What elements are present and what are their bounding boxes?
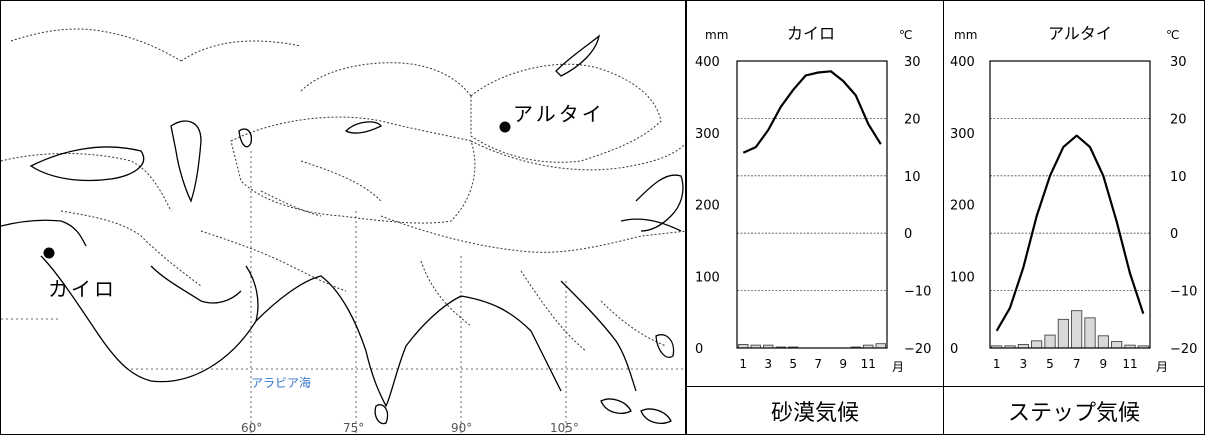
right-tick-label: −10 bbox=[1170, 285, 1197, 300]
plot-frame bbox=[989, 60, 1151, 349]
month-tick-label: 7 bbox=[1073, 357, 1081, 371]
left-tick-label: 400 bbox=[695, 55, 720, 70]
country-borders bbox=[1, 28, 685, 352]
left-tick-label: 100 bbox=[950, 270, 975, 285]
right-tick-label: 20 bbox=[904, 112, 921, 127]
right-tick-label: 30 bbox=[904, 55, 921, 70]
left-tick-label: 200 bbox=[695, 199, 720, 214]
asia-map-panel: アルタイ カイロ アラビア海 60° 75° 90° 105° bbox=[0, 0, 686, 435]
precipitation-bar bbox=[1057, 318, 1069, 349]
month-tick-label: 3 bbox=[764, 357, 772, 371]
left-axis-unit: mm bbox=[954, 28, 977, 42]
left-tick-label: 300 bbox=[695, 127, 720, 142]
right-tick-label: −20 bbox=[1170, 342, 1197, 357]
right-tick-label: −20 bbox=[904, 342, 931, 357]
right-tick-label: 20 bbox=[1170, 112, 1187, 127]
month-axis-unit: 月 bbox=[892, 360, 904, 374]
precipitation-bar bbox=[1031, 340, 1043, 349]
longitude-label-75: 75° bbox=[343, 421, 365, 435]
left-tick-label: 200 bbox=[950, 199, 975, 214]
month-tick-label: 9 bbox=[839, 357, 847, 371]
month-tick-label: 3 bbox=[1020, 357, 1028, 371]
graticule-lines bbox=[1, 151, 685, 434]
map-label-arabian-sea: アラビア海 bbox=[251, 376, 312, 390]
month-tick-label: 11 bbox=[1122, 357, 1137, 371]
precipitation-bar bbox=[1111, 341, 1123, 349]
right-tick-label: 0 bbox=[1170, 227, 1178, 242]
month-tick-label: 1 bbox=[993, 357, 1001, 371]
right-tick-label: 10 bbox=[1170, 170, 1187, 185]
longitude-label-105: 105° bbox=[550, 421, 579, 435]
altai-climate-panel: mm ℃ アルタイ 400 300 200 100 0 30 20 10 0 −10 −20 1 3 5 7 9 11… bbox=[943, 0, 1205, 435]
right-tick-label: 0 bbox=[904, 227, 912, 242]
city-markers bbox=[43, 121, 511, 259]
left-tick-label: 400 bbox=[950, 55, 975, 70]
precipitation-bar bbox=[875, 343, 886, 349]
precipitation-bar bbox=[1044, 334, 1056, 349]
cairo-climate-caption: 砂漠気候 bbox=[687, 386, 943, 434]
right-axis-unit: ℃ bbox=[1166, 28, 1179, 42]
chart-title: カイロ bbox=[787, 24, 835, 43]
temperature-line bbox=[995, 134, 1145, 332]
left-tick-label: 0 bbox=[950, 342, 958, 357]
cairo-marker bbox=[43, 247, 55, 259]
plot-frame bbox=[736, 60, 888, 349]
right-tick-label: −10 bbox=[904, 285, 931, 300]
month-tick-label: 5 bbox=[1046, 357, 1054, 371]
right-axis-unit: ℃ bbox=[899, 28, 912, 42]
map-label-altai: アルタイ bbox=[513, 102, 605, 126]
month-tick-label: 1 bbox=[739, 357, 747, 371]
left-axis-unit: mm bbox=[705, 28, 728, 42]
altai-marker bbox=[499, 121, 511, 133]
precipitation-bar bbox=[1084, 317, 1096, 349]
altai-climate-caption: ステップ気候 bbox=[944, 386, 1204, 434]
left-tick-label: 0 bbox=[695, 342, 703, 357]
left-tick-label: 300 bbox=[950, 127, 975, 142]
precipitation-bar bbox=[1071, 310, 1083, 349]
chart-title: アルタイ bbox=[1048, 24, 1112, 43]
month-tick-label: 7 bbox=[814, 357, 822, 371]
precipitation-bar bbox=[1097, 335, 1109, 349]
right-tick-label: 30 bbox=[1170, 55, 1187, 70]
month-tick-label: 9 bbox=[1100, 357, 1108, 371]
longitude-label-90: 90° bbox=[451, 421, 473, 435]
left-tick-label: 100 bbox=[695, 270, 720, 285]
right-tick-label: 10 bbox=[904, 170, 921, 185]
longitude-label-60: 60° bbox=[241, 421, 263, 435]
month-tick-label: 11 bbox=[861, 357, 876, 371]
asia-map bbox=[1, 28, 685, 434]
month-axis-unit: 月 bbox=[1156, 360, 1168, 374]
cairo-climate-panel: mm ℃ カイロ 400 300 200 100 0 30 20 10 0 −10 −20 1 3 5 7 9 11 月… bbox=[686, 0, 944, 435]
temperature-line bbox=[742, 70, 882, 154]
map-label-cairo: カイロ bbox=[48, 277, 117, 301]
coastlines bbox=[1, 34, 684, 425]
month-tick-label: 5 bbox=[789, 357, 797, 371]
